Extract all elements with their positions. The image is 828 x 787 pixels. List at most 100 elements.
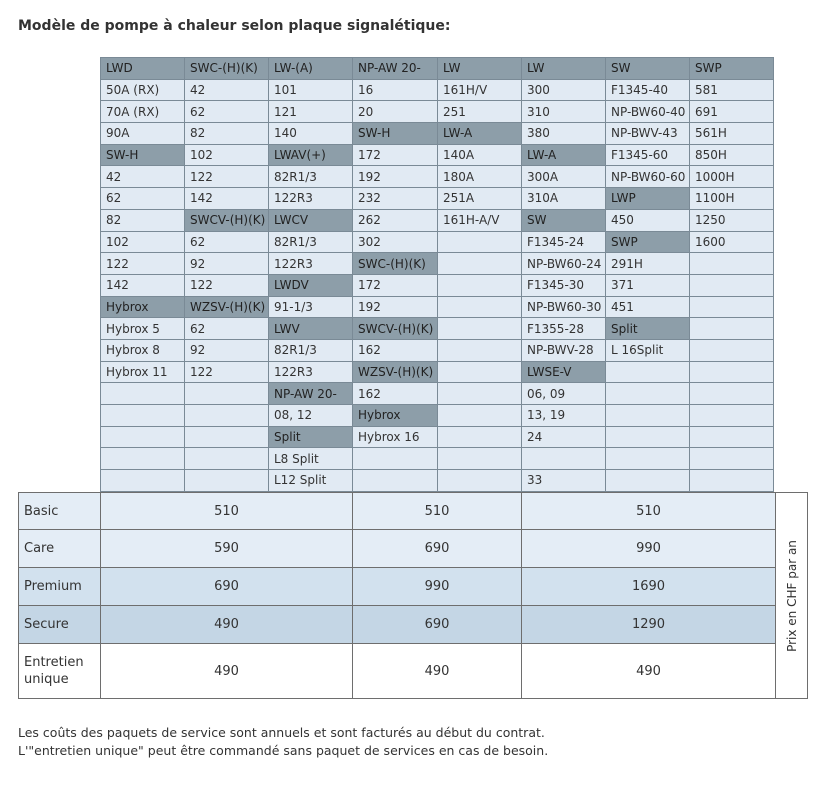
model-cell: 691 [689, 100, 774, 124]
price-row-entretien-unique: Entretien unique 490 490 490 [18, 643, 808, 699]
model-cell [689, 469, 774, 492]
model-cell: 102 [100, 230, 185, 254]
model-group-header: SWC-(H)(K) [184, 57, 269, 80]
model-cell [605, 447, 690, 471]
model-group-header: LWP [605, 187, 690, 210]
model-cell: 13, 19 [521, 404, 606, 427]
model-cell [437, 425, 522, 449]
model-row: Hybrox 11 122 122R3 WZSV-(H)(K) LWSE-V [100, 360, 774, 384]
model-cell: 300A [521, 165, 606, 189]
model-cell: F1345-40 [605, 78, 690, 102]
model-group-header: LW-(A) [268, 57, 353, 80]
model-cell: 850H [689, 143, 774, 167]
model-cell: NP-BW60-30 [521, 295, 606, 319]
model-cell: 561H [689, 122, 774, 145]
model-cell [605, 360, 690, 384]
model-cell: 162 [352, 382, 438, 405]
model-cell: NP-BW60-60 [605, 165, 690, 189]
model-row: 102 62 82R1/3 302 F1345-24 SWP 1600 [100, 230, 774, 254]
model-cell: Hybrox 16 [352, 425, 438, 449]
model-table: LWD SWC-(H)(K) LW-(A) NP-AW 20- LW LW SW SWP 50A… [100, 57, 774, 492]
model-cell [689, 382, 774, 405]
model-group-header: WZSV-(H)(K) [184, 295, 269, 319]
model-cell: 101 [268, 78, 353, 102]
model-cell: 91-1/3 [268, 295, 353, 319]
model-group-header: Split [268, 425, 353, 449]
model-cell [437, 447, 522, 471]
model-cell [689, 425, 774, 449]
price-row-secure: Secure 490 690 1290 [18, 605, 808, 644]
model-cell [437, 252, 522, 275]
model-cell: 180A [437, 165, 522, 189]
model-cell [521, 447, 606, 471]
model-group-header: SWCV-(H)(K) [184, 208, 269, 232]
price-row-premium: Premium 690 990 1690 [18, 567, 808, 606]
model-cell: 192 [352, 295, 438, 319]
price-value: 1690 [521, 567, 776, 606]
model-group-header: LW-A [437, 122, 522, 145]
model-row: 70A (RX) 62 121 20 251 310 NP-BW60-40 691 [100, 100, 774, 124]
model-cell [689, 317, 774, 340]
model-cell: F1355-28 [521, 317, 606, 340]
model-row: L12 Split 33 [100, 469, 774, 492]
model-group-header: LWSE-V [521, 360, 606, 384]
model-group-header: SWC-(H)(K) [352, 252, 438, 275]
model-cell: 08, 12 [268, 404, 353, 427]
model-cell: 122R3 [268, 187, 353, 210]
model-row: 42 122 82R1/3 192 180A 300A NP-BW60-60 1000H [100, 165, 774, 189]
model-cell: Hybrox 5 [100, 317, 185, 340]
model-cell [437, 230, 522, 254]
model-cell: F1345-30 [521, 273, 606, 297]
footnote-line: Les coûts des paquets de service sont an… [18, 725, 545, 740]
model-cell: 82R1/3 [268, 338, 353, 362]
model-cell: 1600 [689, 230, 774, 254]
model-cell [605, 425, 690, 449]
model-cell [352, 469, 438, 492]
model-cell [437, 273, 522, 297]
price-value: 690 [352, 605, 522, 644]
model-cell [100, 425, 185, 449]
model-cell: 62 [100, 187, 185, 210]
price-value: 490 [100, 643, 353, 699]
model-group-header: Hybrox [352, 404, 438, 427]
model-cell: 102 [184, 143, 269, 167]
model-row: 142 122 LWDV 172 F1345-30 371 [100, 273, 774, 297]
model-row: Hybrox 5 62 LWV SWCV-(H)(K) F1355-28 Split [100, 317, 774, 340]
price-value: 690 [100, 567, 353, 606]
model-cell [689, 252, 774, 275]
model-row: Split Hybrox 16 24 [100, 425, 774, 449]
model-cell: Hybrox 11 [100, 360, 185, 384]
model-cell [100, 447, 185, 471]
model-group-header: NP-AW 20- [268, 382, 353, 405]
model-cell: NP-BW60-40 [605, 100, 690, 124]
model-cell [437, 317, 522, 340]
model-cell [184, 447, 269, 471]
model-group-header: LW-A [521, 143, 606, 167]
price-unit-label: Prix en CHF par an [784, 539, 799, 652]
model-cell [184, 425, 269, 449]
model-group-header: Hybrox [100, 295, 185, 319]
model-cell: 50A (RX) [100, 78, 185, 102]
model-cell [184, 404, 269, 427]
model-cell: 33 [521, 469, 606, 492]
model-row: 90A 82 140 SW-H LW-A 380 NP-BWV-43 561H [100, 122, 774, 145]
model-group-header: SWP [689, 57, 774, 80]
model-row: Hybrox 8 92 82R1/3 162 NP-BWV-28 L 16Split [100, 338, 774, 362]
model-cell [605, 469, 690, 492]
model-cell: 42 [100, 165, 185, 189]
model-cell: 122 [184, 165, 269, 189]
model-cell: 90A [100, 122, 185, 145]
price-label: Basic [18, 492, 101, 530]
model-cell: 92 [184, 252, 269, 275]
model-cell [184, 382, 269, 405]
model-cell: 1250 [689, 208, 774, 232]
model-row: 82 SWCV-(H)(K) LWCV 262 161H-A/V SW 450 1250 [100, 208, 774, 232]
price-value: 490 [352, 643, 522, 699]
model-cell: 140A [437, 143, 522, 167]
price-label: Secure [18, 605, 101, 644]
model-cell: 192 [352, 165, 438, 189]
model-cell: 161H-A/V [437, 208, 522, 232]
model-cell: 262 [352, 208, 438, 232]
model-cell: 62 [184, 317, 269, 340]
model-group-header: SW [521, 208, 606, 232]
